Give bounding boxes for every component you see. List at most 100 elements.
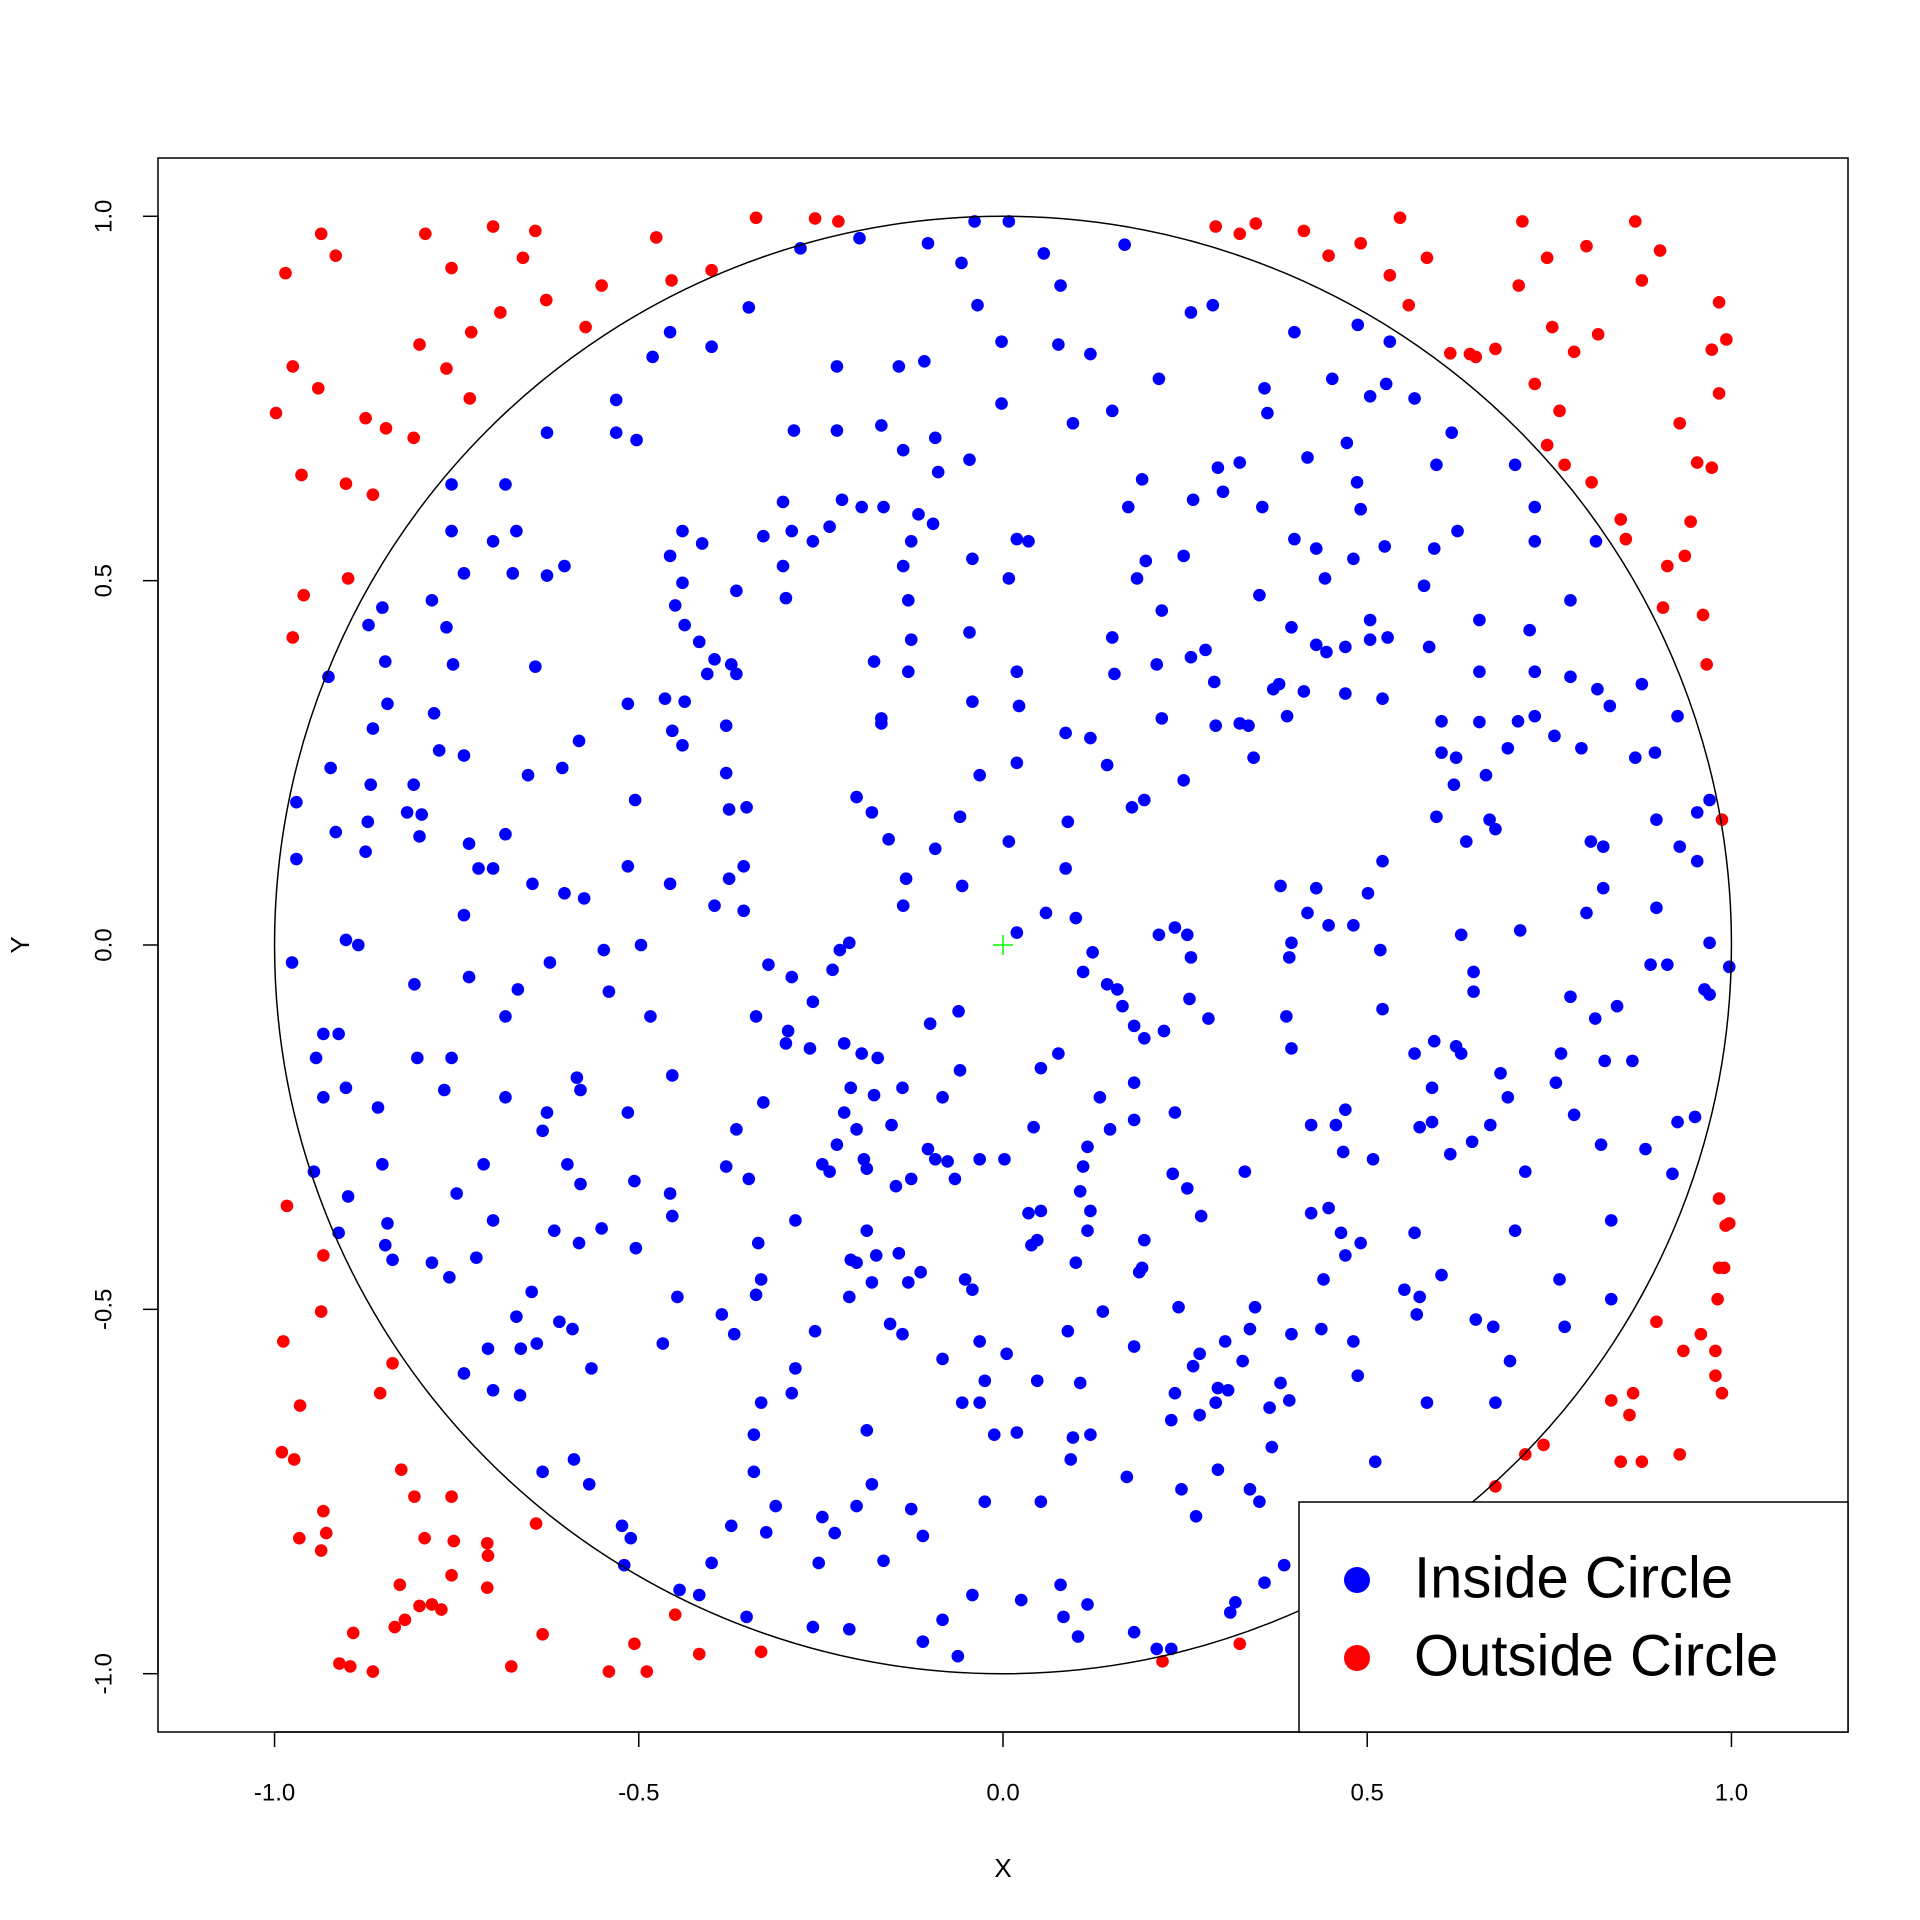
point [892, 1246, 906, 1260]
point [1037, 247, 1051, 260]
point [621, 697, 635, 711]
point [928, 1152, 942, 1166]
point [1184, 650, 1198, 664]
point [656, 1337, 670, 1350]
point [1378, 540, 1392, 553]
point [785, 524, 799, 538]
point [730, 667, 743, 681]
point [393, 1578, 407, 1592]
point [1614, 1455, 1628, 1468]
point [1084, 347, 1097, 361]
point [973, 1152, 986, 1166]
point [1076, 965, 1090, 979]
point [747, 1428, 761, 1441]
point [1014, 1593, 1028, 1607]
point [1513, 924, 1527, 937]
point [1304, 1118, 1318, 1132]
point [407, 778, 420, 791]
point [1363, 389, 1377, 403]
point [742, 1172, 756, 1186]
point [708, 653, 721, 666]
point [1435, 714, 1448, 728]
point [1374, 943, 1387, 957]
point [1671, 709, 1684, 723]
point [1081, 1598, 1094, 1611]
point [865, 806, 879, 819]
point [966, 1283, 979, 1296]
point [1054, 1578, 1067, 1592]
point [1238, 1165, 1252, 1178]
point [1272, 677, 1286, 691]
point [857, 1152, 871, 1166]
point [785, 1386, 799, 1400]
point [1603, 699, 1617, 713]
point [1567, 345, 1581, 359]
point [1086, 945, 1099, 959]
point [1288, 325, 1301, 339]
x-tick-label: 0.0 [986, 1779, 1019, 1806]
point [1545, 320, 1559, 334]
point [1653, 244, 1667, 257]
point [400, 806, 414, 819]
point [1494, 1066, 1507, 1080]
point [1354, 502, 1367, 516]
point [676, 524, 689, 538]
point [867, 655, 881, 668]
point [904, 1172, 918, 1186]
point [1155, 712, 1169, 725]
point [275, 1445, 289, 1459]
point [1614, 513, 1628, 526]
point [1317, 1273, 1330, 1286]
point [837, 1106, 851, 1119]
point [1523, 623, 1536, 637]
point [1703, 936, 1716, 950]
point [1253, 588, 1266, 602]
point [526, 877, 539, 891]
point [1413, 1290, 1426, 1304]
point [663, 877, 677, 891]
point [1010, 756, 1024, 770]
point [585, 1362, 598, 1375]
point [1172, 1300, 1185, 1314]
point [446, 658, 460, 671]
point [1081, 1140, 1094, 1154]
point [582, 1477, 596, 1491]
unit-circle [273, 215, 1733, 1675]
point [1650, 1315, 1663, 1329]
point [902, 1276, 915, 1289]
point [671, 1290, 684, 1304]
point [510, 524, 523, 538]
point [663, 549, 677, 563]
point [1103, 1123, 1117, 1136]
point [754, 1273, 768, 1286]
point [1135, 473, 1149, 486]
point [757, 1096, 770, 1109]
point [514, 1342, 528, 1356]
point [1347, 552, 1360, 566]
point [1258, 381, 1271, 395]
point [1010, 926, 1024, 939]
point [1184, 951, 1198, 964]
point [1430, 458, 1443, 472]
point [1152, 372, 1166, 386]
point [867, 1088, 881, 1102]
point [1383, 335, 1397, 348]
point [629, 1241, 643, 1255]
point [998, 1152, 1011, 1166]
point [747, 1465, 761, 1479]
point [319, 1526, 333, 1540]
point [574, 1177, 587, 1191]
point [276, 1335, 290, 1348]
point [558, 559, 571, 573]
point [1012, 699, 1026, 713]
point [1379, 377, 1393, 391]
point [376, 601, 389, 614]
point [1111, 983, 1124, 996]
point [1451, 524, 1464, 538]
point [663, 1187, 677, 1200]
point [1183, 992, 1196, 1006]
point [1443, 1147, 1457, 1161]
point [371, 1101, 385, 1114]
point [1121, 500, 1135, 514]
point [842, 1622, 856, 1636]
